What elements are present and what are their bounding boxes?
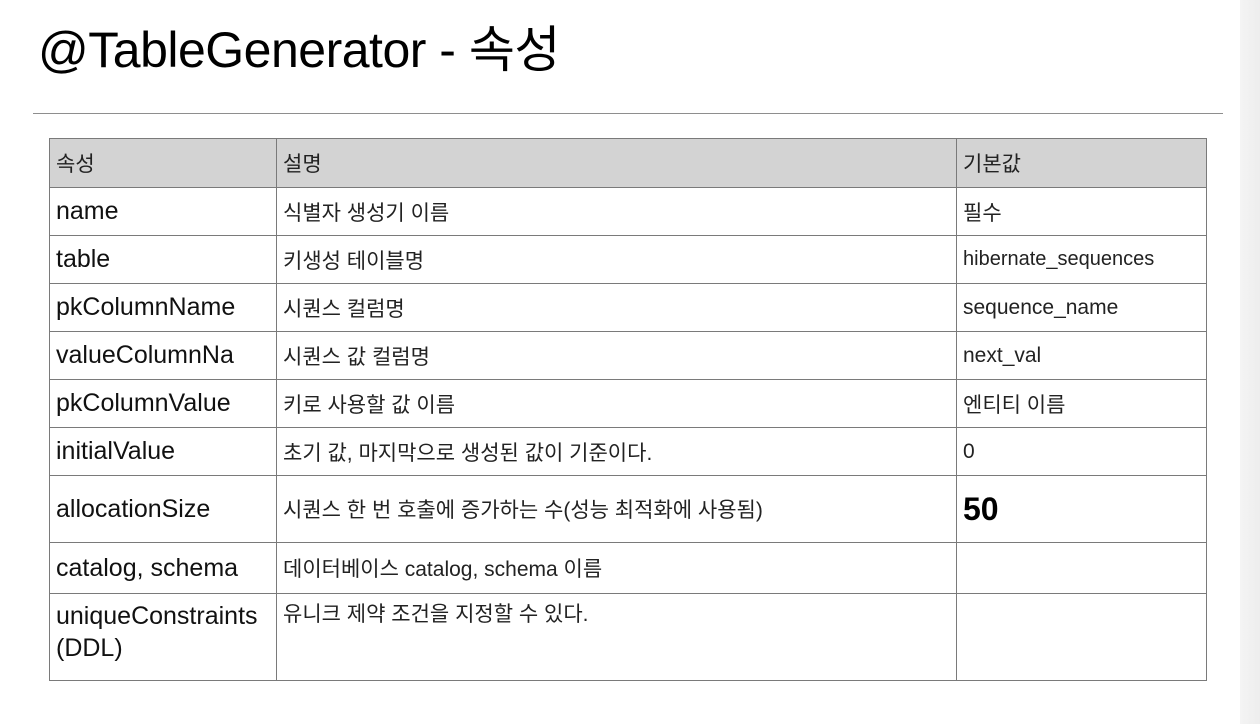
window-edge [1240, 0, 1260, 724]
default-cell [956, 542, 1207, 594]
property-cell: pkColumnName [49, 283, 277, 332]
default-cell: 엔티티 이름 [956, 379, 1207, 428]
default-cell: sequence_name [956, 283, 1207, 332]
page-title: @TableGenerator - 속성 [38, 22, 560, 78]
table-row: table 키생성 테이블명 hibernate_sequences [49, 235, 1207, 284]
description-cell: 키생성 테이블명 [276, 235, 957, 284]
default-cell [956, 593, 1207, 681]
property-cell: table [49, 235, 277, 284]
description-cell: 데이터베이스 catalog, schema 이름 [276, 542, 957, 594]
table-row: valueColumnNa 시퀀스 값 컬럼명 next_val [49, 331, 1207, 380]
default-cell: 필수 [956, 187, 1207, 236]
description-cell: 식별자 생성기 이름 [276, 187, 957, 236]
table-row: name 식별자 생성기 이름 필수 [49, 187, 1207, 236]
table-row: catalog, schema 데이터베이스 catalog, schema 이… [49, 542, 1207, 594]
property-cell: allocationSize [49, 475, 277, 543]
header-description: 설명 [276, 138, 957, 188]
default-cell: 0 [956, 427, 1207, 476]
table-row: allocationSize 시퀀스 한 번 호출에 증가하는 수(성능 최적화… [49, 475, 1207, 543]
property-cell: catalog, schema [49, 542, 277, 594]
table-row: pkColumnValue 키로 사용할 값 이름 엔티티 이름 [49, 379, 1207, 428]
properties-table: 속성 설명 기본값 name 식별자 생성기 이름 필수 table 키생성 테… [49, 138, 1207, 681]
description-cell: 유니크 제약 조건을 지정할 수 있다. [276, 593, 957, 681]
default-cell: next_val [956, 331, 1207, 380]
table-header-row: 속성 설명 기본값 [49, 138, 1207, 188]
property-cell: name [49, 187, 277, 236]
default-cell: hibernate_sequences [956, 235, 1207, 284]
description-cell: 초기 값, 마지막으로 생성된 값이 기준이다. [276, 427, 957, 476]
description-cell: 시퀀스 한 번 호출에 증가하는 수(성능 최적화에 사용됨) [276, 475, 957, 543]
property-cell: uniqueConstraints(DDL) [49, 593, 277, 681]
title-divider [33, 113, 1223, 114]
table-row: pkColumnName 시퀀스 컬럼명 sequence_name [49, 283, 1207, 332]
description-cell: 키로 사용할 값 이름 [276, 379, 957, 428]
table-row: uniqueConstraints(DDL) 유니크 제약 조건을 지정할 수 … [49, 593, 1207, 681]
header-property: 속성 [49, 138, 277, 188]
table-row: initialValue 초기 값, 마지막으로 생성된 값이 기준이다. 0 [49, 427, 1207, 476]
property-cell: valueColumnNa [49, 331, 277, 380]
property-cell: pkColumnValue [49, 379, 277, 428]
default-cell: 50 [956, 475, 1207, 543]
header-default: 기본값 [956, 138, 1207, 188]
property-cell: initialValue [49, 427, 277, 476]
description-cell: 시퀀스 컬럼명 [276, 283, 957, 332]
description-cell: 시퀀스 값 컬럼명 [276, 331, 957, 380]
